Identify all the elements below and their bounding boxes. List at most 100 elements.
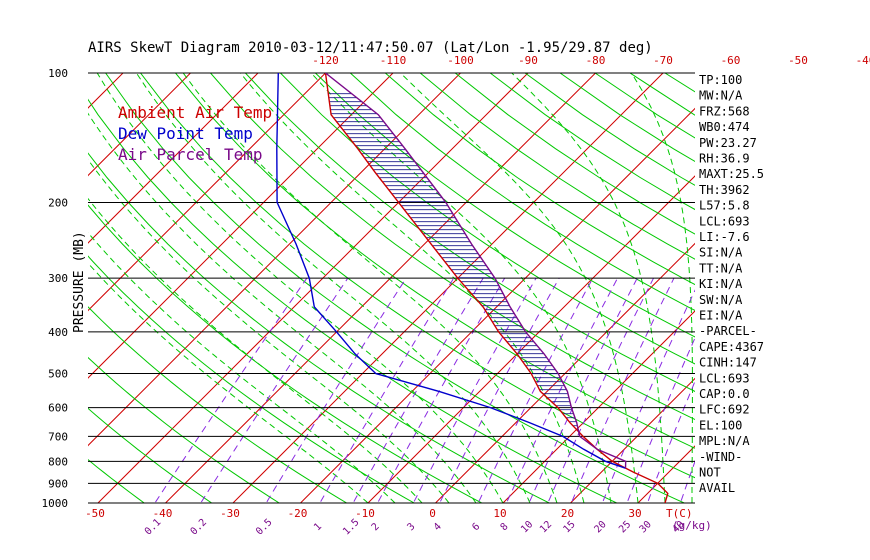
legend-dewpoint: Dew Point Temp <box>118 124 253 143</box>
bottom-temperature-tick-label: -40 <box>153 507 173 520</box>
mixing-ratio-tick-label: 30 <box>638 519 654 535</box>
dry-adiabat-line <box>664 73 695 93</box>
top-temperature-tick-label: -80 <box>586 54 606 67</box>
mixing-ratio-tick-label: 10 <box>519 519 535 535</box>
top-temperature-tick-label: -60 <box>721 54 741 67</box>
mixing-ratio-tick-label: 3 <box>406 521 418 533</box>
isotherm-line <box>435 242 695 503</box>
dry-adiabat-line <box>419 73 695 260</box>
dry-adiabat-line <box>140 73 695 479</box>
pressure-tick-label: 200 <box>48 196 68 209</box>
isotherm-line <box>773 73 870 503</box>
stat-line: MW:N/A <box>699 89 743 103</box>
mixing-ratio-line <box>679 459 695 503</box>
mixing-ratio-tick-label: 0.1 <box>143 517 164 538</box>
isotherm-line <box>841 73 870 503</box>
stat-line: CAP:0.0 <box>699 387 750 401</box>
dry-adiabat-line <box>88 255 416 503</box>
mixing-ratio-line <box>319 277 455 503</box>
dry-adiabat-line <box>175 73 695 449</box>
stat-line: TT:N/A <box>699 261 743 275</box>
legend-ambient: Ambient Air Temp <box>118 103 272 122</box>
isotherm-line <box>88 73 461 447</box>
pressure-tick-label: 800 <box>48 455 68 468</box>
dry-adiabat-line <box>88 152 551 503</box>
mixing-ratio-unit-label: (g/kg) <box>672 519 712 532</box>
stat-line: CAPE:4367 <box>699 340 764 354</box>
mixing-ratio-line <box>601 289 695 503</box>
dry-adiabat-line <box>88 204 483 503</box>
isotherm-line <box>367 175 695 503</box>
stat-line: EL:100 <box>699 418 742 432</box>
bottom-temperature-tick-label: -30 <box>220 507 240 520</box>
bottom-temperature-tick-labels: -50 -40 -30 -20 -10 0 10 20 30 <box>85 507 642 520</box>
series-line <box>324 73 669 503</box>
mixing-ratio-line <box>547 277 654 503</box>
dry-adiabat-line <box>384 73 695 286</box>
isotherm-line <box>502 310 695 503</box>
mixing-ratio-line <box>646 379 695 503</box>
profile-series <box>276 73 669 503</box>
dry-adiabat-line <box>454 73 695 235</box>
cape-hatching <box>328 93 579 431</box>
stat-line: CINH:147 <box>699 356 757 370</box>
chart-title: AIRS SkewT Diagram 2010-03-12/11:47:50.0… <box>88 40 653 56</box>
mixing-ratio-line <box>265 277 407 503</box>
stat-line: EI:N/A <box>699 309 743 323</box>
dry-adiabat-line <box>245 73 695 393</box>
mixing-ratio-tick-label: 6 <box>470 521 482 533</box>
stat-line: SW:N/A <box>699 293 743 307</box>
stat-line: SI:N/A <box>699 246 743 260</box>
mixing-ratio-tick-label: 1.5 <box>341 517 362 538</box>
mixing-ratio-line <box>570 277 675 503</box>
isotherm-line <box>165 73 596 503</box>
moist-adiabat-line <box>631 73 693 503</box>
mixing-ratio-line <box>377 277 506 503</box>
stat-line: NOT <box>699 466 721 480</box>
dry-adiabat-line <box>315 73 695 338</box>
isotherm-line <box>88 73 326 312</box>
stat-line: MAXT:25.5 <box>699 167 764 181</box>
stat-line: RH:36.9 <box>699 152 750 166</box>
mixing-ratio-tick-label: 12 <box>538 519 554 535</box>
bottom-temperature-tick-label: -10 <box>355 507 375 520</box>
bottom-temperature-tick-label: 30 <box>628 507 641 520</box>
isobar-lines <box>88 72 695 504</box>
isotherm-line <box>300 107 695 503</box>
dry-adiabat-line <box>770 73 870 512</box>
dry-adiabat-line <box>280 73 695 365</box>
stat-line: AVAIL <box>699 481 735 495</box>
pressure-tick-label: 1000 <box>42 497 69 510</box>
mixing-ratio-tick-labels: 0.1 0.2 0.5 1 1.5 2 3 4 6 8 10 12 15 20 25 30 40 <box>143 517 687 538</box>
moist-adiabat-line <box>88 112 477 503</box>
mixing-ratio-line <box>412 277 537 503</box>
stat-line: PW:23.27 <box>699 136 757 150</box>
y-axis-label: PRESSURE (MB) <box>72 231 87 333</box>
stat-line: FRZ:568 <box>699 104 750 118</box>
series-line <box>276 73 626 469</box>
moist-adiabat-line <box>182 73 558 503</box>
stat-line: MPL:N/A <box>699 434 750 448</box>
dry-adiabat-line <box>524 73 695 186</box>
mixing-ratio-tick-label: 25 <box>617 519 633 535</box>
mixing-ratio-tick-label: 2 <box>370 521 382 533</box>
stat-line: L57:5.8 <box>699 199 750 213</box>
top-temperature-tick-label: -90 <box>518 54 538 67</box>
pressure-tick-label: 100 <box>48 67 68 80</box>
stat-line: WB0:474 <box>699 120 750 134</box>
dry-adiabat-line <box>88 356 281 503</box>
isotherm-line <box>88 73 259 244</box>
mixing-ratio-line <box>439 277 560 503</box>
stat-line: TH:3962 <box>699 183 750 197</box>
top-temperature-tick-label: -50 <box>788 54 808 67</box>
series-line <box>325 73 627 469</box>
mixing-ratio-line <box>528 277 638 503</box>
mixing-ratio-line <box>154 277 308 503</box>
stat-line: LFC:692 <box>699 403 750 417</box>
pressure-tick-label: 400 <box>48 326 68 339</box>
isotherm-line <box>232 73 664 503</box>
bottom-temperature-tick-label: 10 <box>493 507 506 520</box>
moist-adiabat-line <box>239 73 585 503</box>
x-axis-label: T(C) <box>666 507 693 520</box>
